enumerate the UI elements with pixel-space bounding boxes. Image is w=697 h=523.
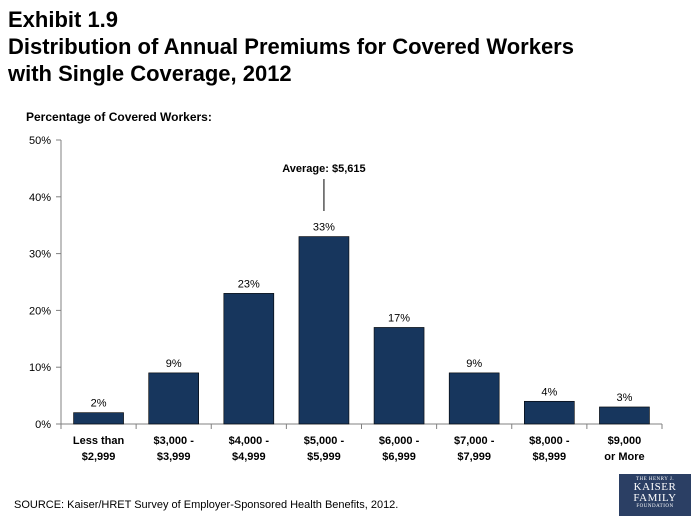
y-tick-label: 50% [29,135,51,147]
average-annotation: Average: $5,615 [282,163,365,175]
bar [373,327,425,425]
logo-line-1: THE HENRY J. [635,477,675,482]
category-label: $5,999 [307,451,341,463]
category-label: Less than [73,435,125,447]
category-label: $2,999 [82,451,116,463]
bar [73,412,124,425]
data-label: 23% [238,278,260,290]
logo-line-4: FOUNDATION [636,504,674,509]
category-label: $9,000 [608,435,642,447]
title-line-1: Exhibit 1.9 [8,7,119,32]
data-label: 2% [91,398,107,410]
bar [298,236,350,425]
kaiser-family-foundation-logo: THE HENRY J. KAISER FAMILY FOUNDATION [619,474,691,516]
title-line-2: Distribution of Annual Premiums for Cove… [8,34,574,59]
category-label: $7,000 - [454,435,495,447]
category-label: $4,999 [232,451,266,463]
category-label: $5,000 - [304,435,345,447]
y-axis-label: Percentage of Covered Workers: [26,110,212,124]
bar [599,406,650,425]
bar-chart: 0% 10% 20% 30% 40% 50% 2% Less than $2,999 9% $3,0… [29,135,663,463]
category-label: $8,000 - [529,435,570,447]
data-label: 17% [388,312,410,324]
category-label: or More [604,451,644,463]
category-label: $4,000 - [229,435,270,447]
data-label: 4% [541,386,557,398]
page-title: Exhibit 1.9 Distribution of Annual Premi… [8,6,574,87]
y-tick-label: 30% [29,249,51,261]
category-label: $3,999 [157,451,191,463]
data-label: 3% [616,392,632,404]
logo-line-3: FAMILY [633,492,677,504]
y-tick-label: 20% [29,305,51,317]
data-label: 9% [166,358,182,370]
data-label: 33% [313,222,335,234]
title-line-3: with Single Coverage, 2012 [8,61,292,86]
bar [148,372,199,425]
logo-line-2: KAISER [633,481,677,493]
bar [223,293,275,425]
category-label: $7,999 [457,451,491,463]
data-label: 9% [466,358,482,370]
category-label: $8,999 [532,451,566,463]
bar [448,372,500,425]
y-tick-label: 10% [29,362,51,374]
bar [524,400,575,425]
category-label: $6,000 - [379,435,420,447]
category-label: $6,999 [382,451,416,463]
y-tick-label: 0% [35,419,51,431]
category-label: $3,000 - [154,435,195,447]
source-note: SOURCE: Kaiser/HRET Survey of Employer-S… [14,499,399,511]
y-tick-label: 40% [29,192,51,204]
